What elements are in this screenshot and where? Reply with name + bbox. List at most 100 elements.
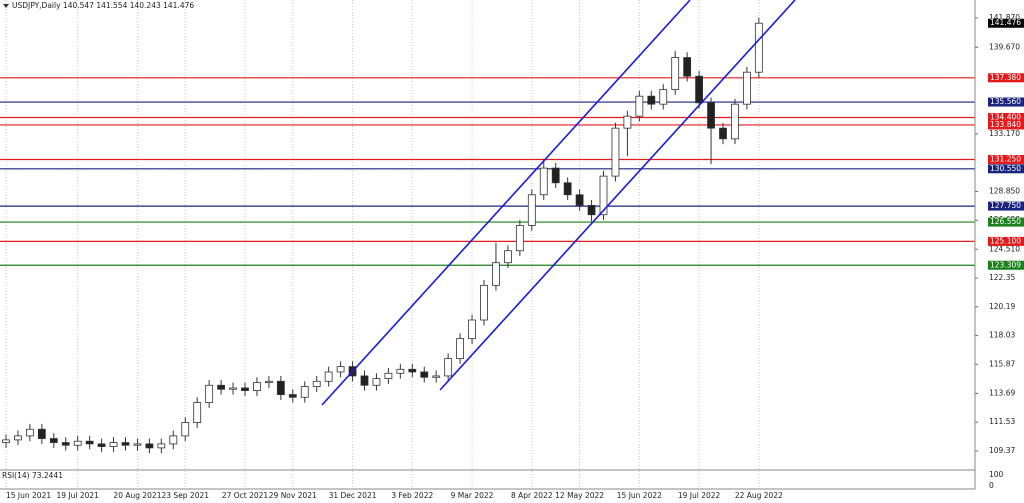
- y-tick-label: 128.850: [989, 186, 1020, 195]
- candle-body: [360, 375, 369, 386]
- candle-body: [480, 284, 488, 321]
- channel-upper: [321, 0, 691, 406]
- candle-body: [432, 375, 441, 378]
- candle-body: [551, 167, 560, 184]
- level-box: [988, 97, 1024, 107]
- candle-body: [563, 182, 572, 196]
- x-tick-label: 31 Dec 2021: [329, 491, 377, 500]
- candle-body: [73, 440, 82, 446]
- y-tick-label: 113.69: [989, 388, 1015, 397]
- level-box: [988, 260, 1024, 270]
- x-tick-label: 12 May 2022: [555, 491, 604, 500]
- candle-body: [300, 386, 309, 398]
- candle-body: [468, 319, 476, 340]
- levels: [0, 77, 975, 266]
- candle-body: [157, 443, 166, 449]
- rsi-label: RSI(14) 73.2441: [2, 471, 63, 480]
- level-box: [988, 236, 1024, 246]
- candle-body: [205, 384, 214, 403]
- candle-body: [229, 387, 237, 390]
- level-label: 123.309: [990, 260, 1021, 269]
- candle-body: [575, 194, 584, 206]
- menu-arrow[interactable]: [3, 4, 9, 8]
- x-tick-label: 3 Feb 2022: [391, 491, 433, 500]
- candle-body: [217, 384, 226, 390]
- candle-body: [635, 95, 644, 117]
- candle-body: [97, 443, 106, 447]
- x-tick-label: 15 Jun 2021: [6, 491, 51, 500]
- candle-body: [241, 387, 249, 391]
- candle-body: [264, 380, 273, 384]
- level-label: 125.100: [990, 236, 1021, 245]
- candle-body: [743, 71, 751, 105]
- y-tick-label: 118.03: [989, 331, 1015, 340]
- candle-body: [324, 371, 333, 382]
- x-tick-label: 8 Apr 2022: [511, 491, 553, 500]
- candle-body: [503, 250, 512, 264]
- level-box: [988, 73, 1024, 83]
- level-box: [988, 164, 1024, 174]
- candle-body: [587, 205, 596, 216]
- level-box: [988, 154, 1024, 164]
- x-tick-label: 29 Nov 2021: [269, 491, 317, 500]
- candle-body: [695, 75, 703, 104]
- y-tick-label: 120.19: [989, 302, 1015, 311]
- level-label: 131.250: [990, 154, 1021, 163]
- rsi-tick-label: 100: [989, 470, 1004, 479]
- candle-body: [659, 89, 668, 105]
- candle-body: [37, 428, 46, 439]
- candle-body: [288, 394, 297, 398]
- y-tick-label: 141.870: [989, 13, 1020, 22]
- candle-body: [25, 428, 34, 437]
- candle-body: [611, 127, 620, 177]
- x-tick-label: 22 Aug 2022: [735, 491, 783, 500]
- candle-body: [396, 368, 405, 374]
- candle-body: [145, 443, 154, 449]
- candle-body: [671, 57, 680, 90]
- candle-body: [169, 435, 178, 445]
- candle-body: [492, 262, 500, 286]
- y-tick-label: 124.510: [989, 244, 1020, 253]
- x-tick-label: 19 Jul 2021: [56, 491, 99, 500]
- candle-body: [408, 368, 417, 373]
- y-tick-label: 139.670: [989, 42, 1020, 51]
- candle-body: [372, 378, 381, 386]
- last-price-label: 141.476: [990, 18, 1021, 27]
- candle-body: [707, 102, 715, 129]
- level-label: 130.550: [990, 164, 1021, 173]
- candle-body: [2, 439, 10, 443]
- y-tick-label: 133.170: [989, 129, 1020, 138]
- candle-body: [49, 438, 58, 443]
- candle-body: [312, 380, 321, 388]
- y-tick-label: 115.87: [989, 359, 1015, 368]
- level-box: [988, 217, 1024, 227]
- x-tick-label: 15 Jun 2022: [617, 491, 662, 500]
- rsi-tick-label: 0: [989, 481, 994, 490]
- candle-body: [181, 422, 190, 437]
- candle-body: [276, 380, 285, 395]
- level-box: [988, 112, 1024, 122]
- candle-body: [384, 372, 393, 380]
- candle-body: [121, 442, 130, 446]
- candle-body: [61, 442, 70, 446]
- candle-body: [623, 115, 632, 129]
- level-box: [988, 120, 1024, 130]
- candle-body: [336, 366, 345, 373]
- candle-body: [456, 338, 465, 360]
- candles: [2, 17, 763, 454]
- candle-body: [109, 442, 118, 447]
- candle-body: [683, 57, 692, 77]
- level-label: 137.380: [990, 73, 1021, 82]
- candle-body: [14, 435, 22, 441]
- chart-title: USDJPY,Daily 140.547 141.554 140.243 141…: [12, 1, 194, 10]
- y-tick-label: 111.53: [989, 417, 1015, 426]
- grid: [5, 0, 978, 489]
- x-tick-label: 20 Aug 2021: [113, 491, 161, 500]
- y-tick-label: 109.37: [989, 446, 1015, 455]
- candle-body: [754, 22, 763, 73]
- candle-body: [599, 175, 608, 216]
- candle-body: [85, 440, 94, 445]
- candle-body: [515, 225, 524, 252]
